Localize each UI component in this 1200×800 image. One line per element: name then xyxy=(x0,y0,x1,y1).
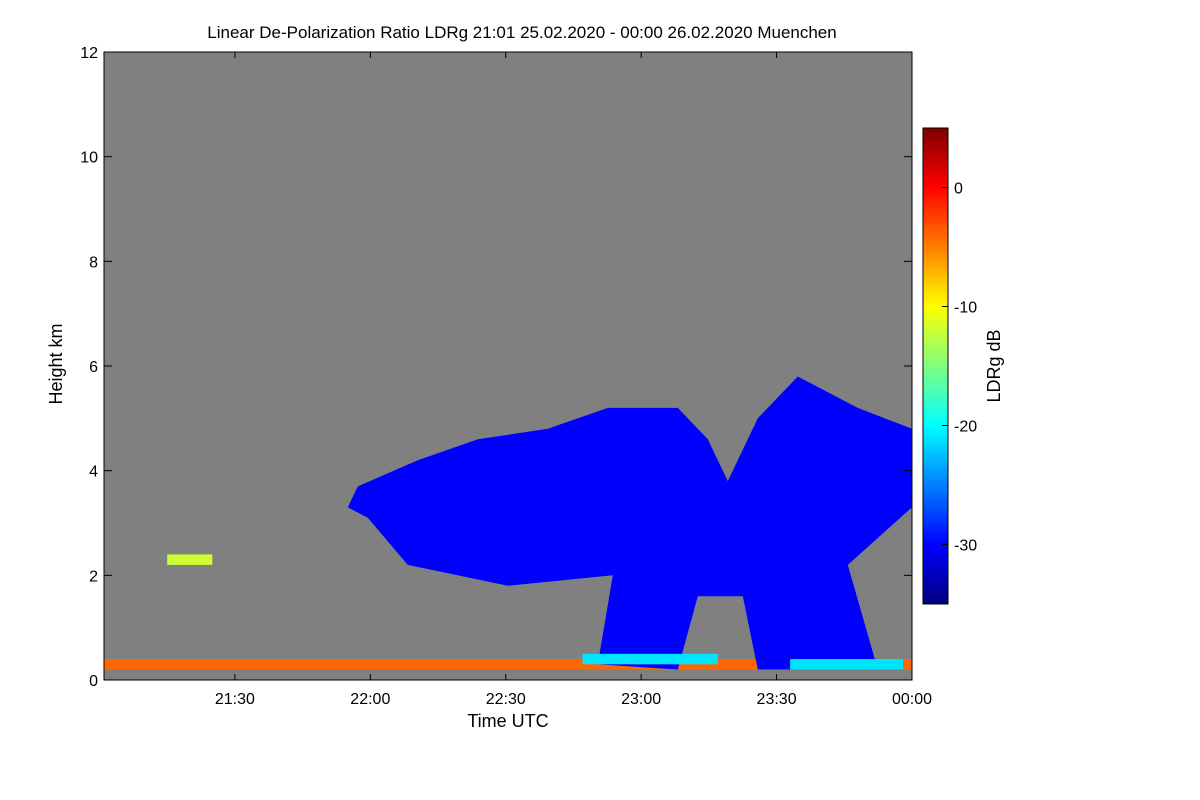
colorbar-label: LDRg dB xyxy=(984,329,1004,402)
cloud-heatmap xyxy=(104,376,912,670)
x-axis: 21:30 22:00 22:30 23:00 23:30 00:00 xyxy=(215,52,932,708)
y-axis: 0 2 4 6 8 10 12 xyxy=(80,45,912,690)
plot-area: 21:30 22:00 22:30 23:00 23:30 00:00 0 2 4 6 8 10 12 xyxy=(80,45,932,708)
y-tick-label: 6 xyxy=(89,359,98,376)
colorbar: 0 -10 -20 -30 LDRg dB xyxy=(922,127,1004,605)
x-tick-label: 23:00 xyxy=(621,691,661,708)
feature-melting-layer xyxy=(582,653,718,665)
x-axis-label: Time UTC xyxy=(467,711,548,731)
y-tick-label: 4 xyxy=(89,464,98,481)
x-tick-label: 22:30 xyxy=(486,691,526,708)
x-tick-label: 00:00 xyxy=(892,691,932,708)
y-tick-label: 10 xyxy=(80,150,98,167)
colorbar-gradient xyxy=(922,127,949,605)
y-axis-label: Height km xyxy=(46,323,66,404)
colorbar-tick-label: -20 xyxy=(954,419,977,436)
colorbar-tick-label: -10 xyxy=(954,300,977,317)
x-tick-label: 23:30 xyxy=(757,691,797,708)
y-tick-label: 12 xyxy=(80,45,98,62)
feature-melting-layer xyxy=(790,659,903,670)
y-tick-label: 2 xyxy=(89,568,98,585)
x-tick-label: 21:30 xyxy=(215,691,255,708)
feature-surface-aerosol-layer xyxy=(104,659,912,670)
feature-thin-layer xyxy=(167,554,213,565)
colorbar-tick-label: -30 xyxy=(954,538,977,555)
y-tick-label: 0 xyxy=(89,673,98,690)
y-tick-label: 8 xyxy=(89,254,98,271)
colorbar-tick-label: 0 xyxy=(954,181,963,198)
chart-title: Linear De-Polarization Ratio LDRg 21:01 … xyxy=(207,23,836,42)
x-tick-label: 22:00 xyxy=(350,691,390,708)
feature-cloud xyxy=(347,376,912,670)
